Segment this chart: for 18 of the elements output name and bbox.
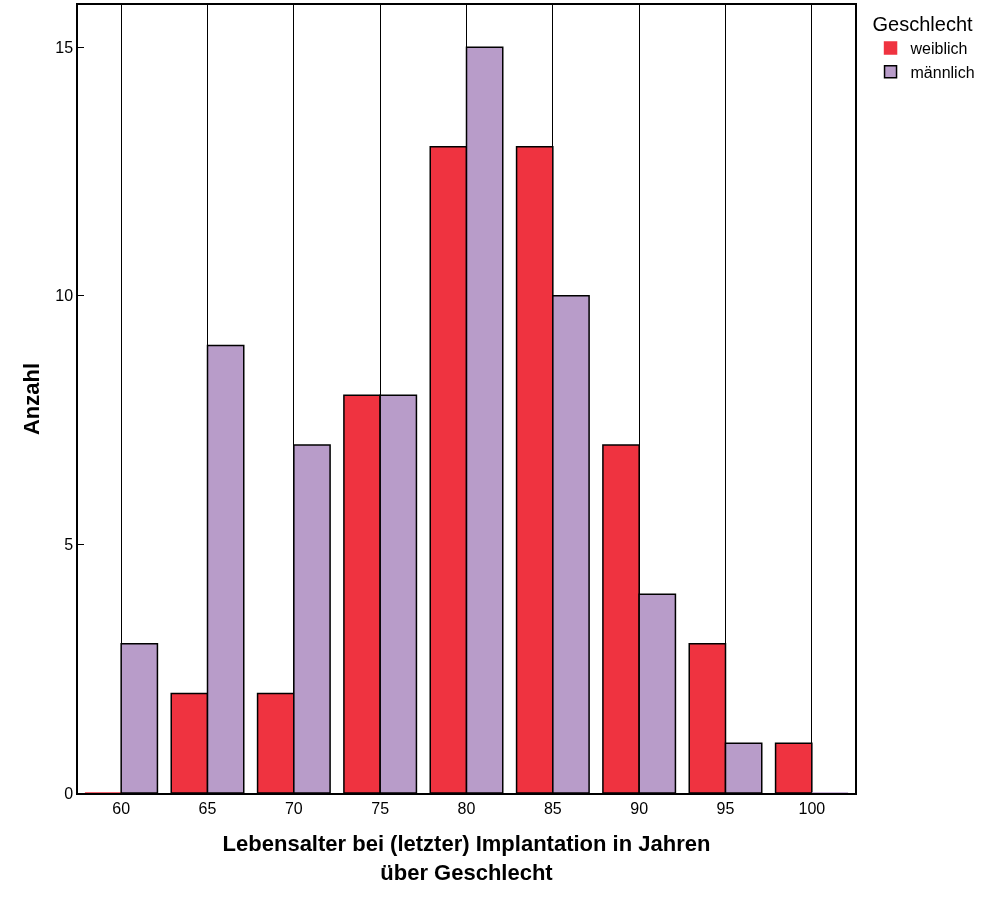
y-tick-label: 10 [55,287,74,305]
x-tick-label: 80 [457,799,476,817]
legend-label: männlich [910,63,975,81]
legend-label: weiblich [909,40,968,58]
x-axis-title: Lebensalter bei (letzter) Implantation in Jahren über Geschlecht [222,831,711,885]
x-tick-label: 100 [798,799,826,817]
x-tick-label: 70 [284,799,303,817]
x-tick-label: 85 [543,799,562,817]
x-tick-label: 75 [371,799,390,817]
x-tick-label: 65 [198,799,217,817]
x-tick-label: 90 [630,799,649,817]
y-axis-title: Anzahl [18,362,44,436]
legend-title: Geschlecht [872,13,974,35]
x-tick-label: 95 [716,799,735,817]
y-tick-label: 5 [64,536,74,554]
y-tick-label: 0 [64,784,74,802]
y-tick-label: 15 [55,38,74,56]
x-tick-label: 60 [112,799,131,817]
